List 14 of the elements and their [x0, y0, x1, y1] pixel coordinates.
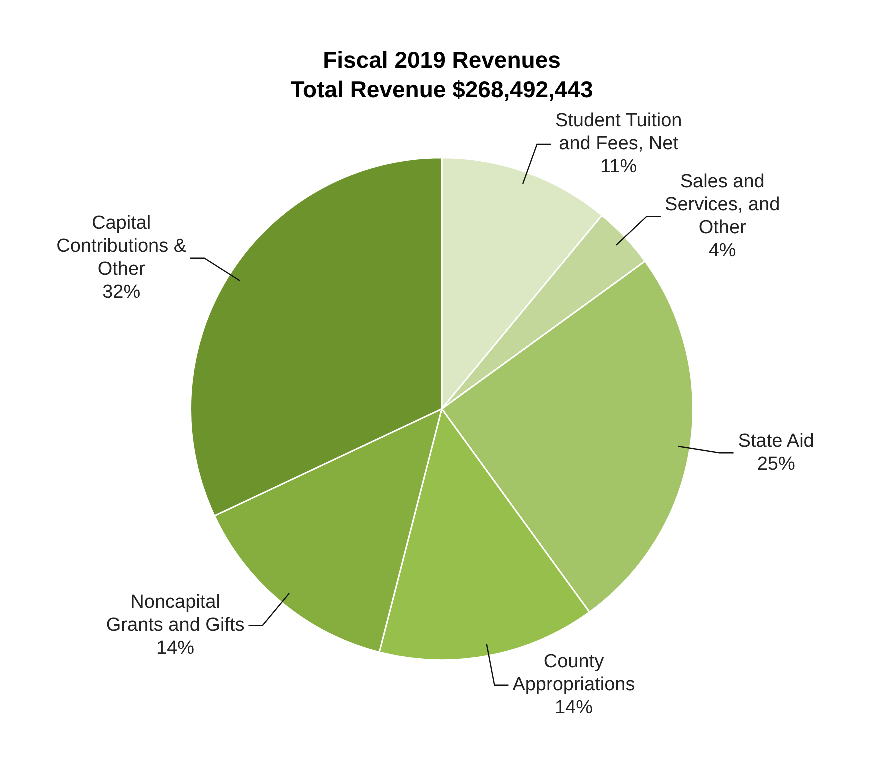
data-label: 25%	[757, 454, 796, 475]
data-label: 32%	[102, 282, 141, 304]
slice-label: Sales and Services, and Other	[665, 171, 780, 238]
chart-title: Fiscal 2019 Revenues	[323, 47, 561, 74]
data-label: 4%	[708, 240, 736, 262]
data-label: 11%	[600, 156, 638, 178]
slice-label: State Aid	[738, 430, 814, 452]
slice-label: Noncapital Grants and Gifts	[106, 592, 245, 636]
slice-label: Capital Contributions & Other	[56, 213, 187, 280]
data-label: 14%	[554, 698, 594, 719]
slice-label: Student Tuition and Fees, Net	[555, 110, 682, 155]
data-label: 14%	[156, 638, 195, 660]
slice-label: County Appropriations	[512, 652, 636, 696]
chart-subtitle: Total Revenue $268,492,443	[290, 76, 594, 103]
